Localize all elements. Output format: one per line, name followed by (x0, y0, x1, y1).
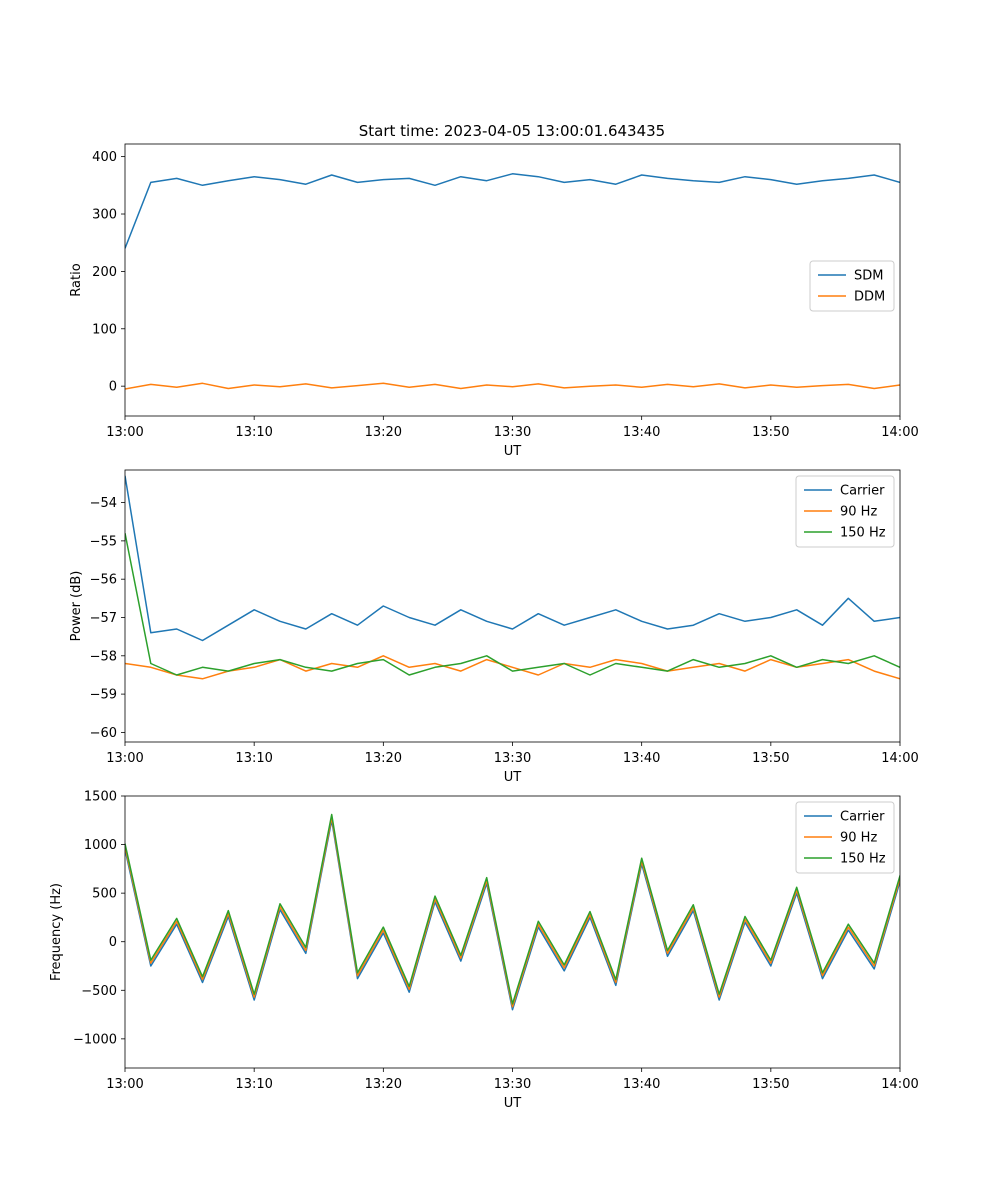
power-y-tick-label: −57 (90, 611, 117, 626)
power-x-axis-label: UT (504, 770, 522, 785)
power-series-90-hz-line (125, 655, 900, 680)
power-x-tick-label: 13:00 (106, 751, 143, 766)
power-y-tick-label: −55 (90, 534, 117, 549)
power-y-tick-label: −56 (90, 573, 117, 588)
power-panel: 13:00 13:10 13:20 13:30 13:40 13:50 14:00 −60 −5… (69, 469, 919, 785)
ratio-series-ddm-line (125, 382, 900, 390)
power-y-tick-label: −58 (90, 649, 117, 664)
ratio-x-axis-label: UT (504, 444, 522, 459)
frequency-y-tick-label: 500 (92, 887, 117, 902)
frequency-y-axis-label: Frequency (Hz) (49, 883, 64, 981)
frequency-y-tick-label: 1500 (84, 790, 117, 805)
ratio-series-sdm-line (125, 173, 900, 249)
power-series-150-hz-line (125, 533, 900, 676)
frequency-y-tick-label: −1000 (73, 1032, 117, 1047)
frequency-y-tick-label: 1000 (84, 838, 117, 853)
frequency-x-tick-label: 13:30 (494, 1077, 531, 1092)
ratio-x-tick-label: 13:30 (494, 425, 531, 440)
ratio-axes-frame (124, 143, 901, 417)
ratio-x-tick-label: 13:20 (365, 425, 402, 440)
power-x-tick-label: 13:40 (623, 751, 660, 766)
power-x-tick-label: 14:00 (881, 751, 918, 766)
power-legend-label: 150 Hz (840, 526, 886, 541)
frequency-legend-label: 150 Hz (840, 852, 886, 867)
frequency-x-tick-label: 13:40 (623, 1077, 660, 1092)
ratio-x-tick-label: 13:50 (752, 425, 789, 440)
power-legend-label: Carrier (840, 484, 885, 499)
power-legend: Carrier 90 Hz 150 Hz (795, 475, 895, 548)
power-axes-frame (124, 469, 901, 743)
ratio-y-tick-label: 200 (92, 265, 117, 280)
frequency-x-tick-label: 13:10 (235, 1077, 272, 1092)
frequency-legend-label: Carrier (840, 810, 885, 825)
frequency-y-tick-label: 0 (109, 935, 117, 950)
ratio-legend-label: DDM (854, 290, 885, 305)
frequency-axes-frame (124, 795, 901, 1069)
ratio-legend: SDM DDM (809, 260, 895, 312)
frequency-legend-box (795, 801, 895, 874)
ratio-y-tick-label: 400 (92, 150, 117, 165)
ratio-x-tick-label: 13:40 (623, 425, 660, 440)
ratio-legend-box (809, 260, 895, 312)
power-y-tick-label: −59 (90, 688, 117, 703)
power-x-tick-label: 13:50 (752, 751, 789, 766)
ratio-y-tick-label: 300 (92, 208, 117, 223)
power-y-axis-label: Power (dB) (69, 571, 84, 642)
ratio-x-tick-label: 14:00 (881, 425, 918, 440)
ratio-y-axis-label: Ratio (69, 263, 84, 296)
frequency-panel: 13:00 13:10 13:20 13:30 13:40 13:50 14:00 −1000… (49, 790, 919, 1112)
frequency-x-tick-label: 13:50 (752, 1077, 789, 1092)
power-x-tick-label: 13:10 (235, 751, 272, 766)
frequency-x-axis-label: UT (504, 1096, 522, 1111)
ratio-panel: 13:00 13:10 13:20 13:30 13:40 13:50 14:00 0 100 2… (69, 143, 919, 459)
frequency-x-tick-label: 13:00 (106, 1077, 143, 1092)
power-legend-box (795, 475, 895, 548)
power-y-tick-label: −54 (90, 496, 117, 511)
ratio-x-tick-label: 13:00 (106, 425, 143, 440)
frequency-legend: Carrier 90 Hz 150 Hz (795, 801, 895, 874)
ratio-x-tick-label: 13:10 (235, 425, 272, 440)
power-y-tick-label: −60 (90, 726, 117, 741)
figure-title: Start time: 2023-04-05 13:00:01.643435 (359, 122, 665, 140)
ratio-legend-label: SDM (854, 269, 883, 284)
frequency-x-tick-label: 13:20 (365, 1077, 402, 1092)
ratio-y-tick-label: 0 (109, 380, 117, 395)
frequency-series-150-hz-line (125, 813, 900, 1005)
ratio-y-tick-label: 100 (92, 322, 117, 337)
frequency-legend-label: 90 Hz (840, 831, 877, 846)
power-series-carrier-line (125, 475, 900, 642)
frequency-y-tick-label: −500 (81, 984, 117, 999)
power-x-tick-label: 13:20 (365, 751, 402, 766)
frequency-x-tick-label: 14:00 (881, 1077, 918, 1092)
power-x-tick-label: 13:30 (494, 751, 531, 766)
power-legend-label: 90 Hz (840, 505, 877, 520)
